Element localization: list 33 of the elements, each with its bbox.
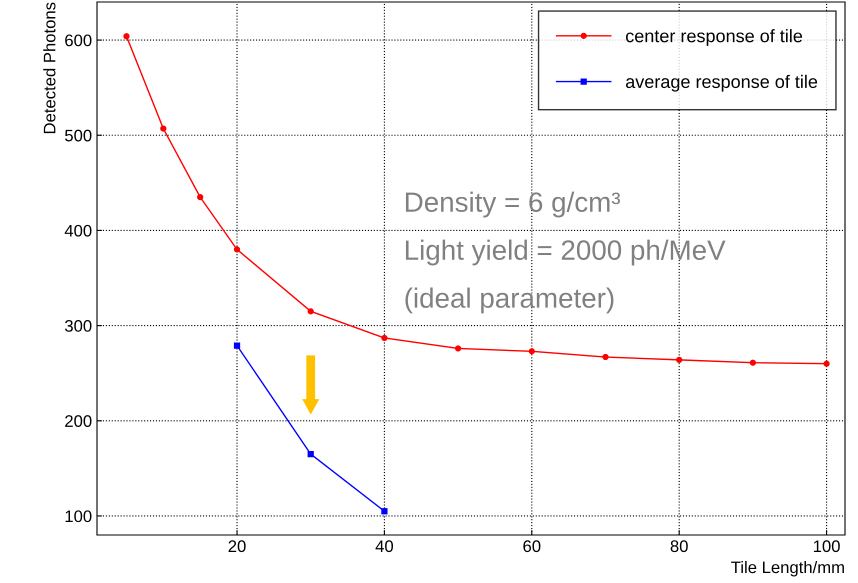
x-tick-label: 100 (814, 540, 840, 552)
point (381, 508, 388, 514)
y-tick-label: 600 (65, 34, 92, 46)
point (197, 194, 204, 200)
point (602, 354, 609, 360)
legend-label: center response of tile (626, 29, 802, 46)
x-tick-label: 40 (376, 540, 394, 552)
annotation: Light yield = 2000 ph/MeV (406, 240, 726, 266)
annotation: (ideal parameter) (405, 288, 614, 314)
y-tick-label: 100 (66, 510, 92, 522)
x-tick-label: 80 (670, 540, 688, 552)
point (123, 33, 130, 40)
y-tick-label: 500 (65, 130, 92, 142)
point (234, 246, 240, 253)
legend-label: average response of tile (626, 74, 818, 92)
point (234, 342, 240, 349)
y-tick-label: 300 (64, 320, 92, 332)
x-tick-label: 60 (523, 540, 540, 552)
point (308, 450, 314, 458)
y-tick-label: 200 (65, 415, 92, 427)
point (823, 360, 830, 367)
point (676, 356, 682, 363)
point (528, 348, 535, 354)
x-axis-title: Tile Length/mm (731, 560, 844, 576)
annotation: Density = 6 g/cm³ (406, 192, 620, 218)
point (308, 308, 314, 314)
y-axis-title: Detected Photons (43, 2, 56, 134)
point (160, 125, 166, 132)
point (381, 334, 388, 342)
point (750, 360, 756, 366)
y-tick-label: 400 (64, 224, 92, 237)
point (454, 345, 462, 352)
x-tick-label: 20 (228, 540, 246, 552)
